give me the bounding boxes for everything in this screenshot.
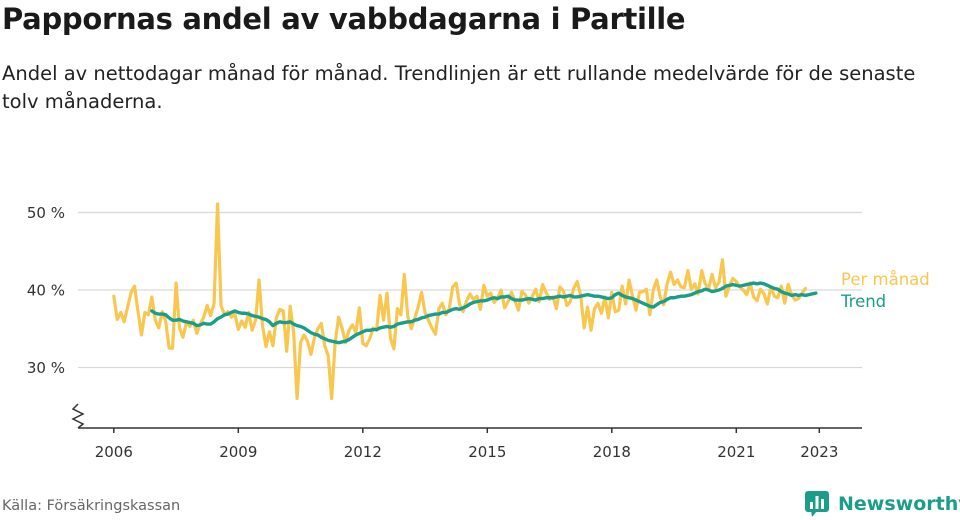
x-tick-label: 2018 bbox=[593, 443, 631, 461]
axis-break-icon bbox=[71, 403, 85, 429]
legend-label: Per månad bbox=[841, 270, 930, 289]
x-axis: 2006 2009 2012 2015 2018 2021 2023 bbox=[95, 428, 838, 461]
source-note: Källa: Försäkringskassan bbox=[2, 498, 181, 514]
x-tick-label: 2012 bbox=[344, 443, 382, 461]
x-tick-label: 2009 bbox=[219, 443, 257, 461]
x-tick-label: 2006 bbox=[95, 443, 133, 461]
axis-break-zigzag bbox=[71, 403, 85, 429]
newsworthy-brand[interactable]: Newsworthy bbox=[804, 490, 960, 518]
series-line-per-manad bbox=[112, 202, 808, 401]
brand-name: Newsworthy bbox=[838, 493, 960, 515]
x-tick-label: 2023 bbox=[800, 443, 838, 461]
x-tick-label: 2015 bbox=[468, 443, 506, 461]
y-axis: 30 % 40 % 50 % bbox=[27, 204, 65, 377]
chart-subtitle: Andel av nettodagar månad för månad. Tre… bbox=[2, 62, 916, 113]
x-tick-label: 2021 bbox=[717, 443, 755, 461]
newsworthy-logo-icon bbox=[805, 491, 829, 517]
y-tick-label: 40 % bbox=[27, 282, 65, 300]
legend-label: Trend bbox=[840, 292, 886, 311]
y-tick-label: 30 % bbox=[27, 359, 65, 377]
y-tick-label: 50 % bbox=[27, 204, 65, 222]
gridlines bbox=[78, 211, 862, 369]
series bbox=[112, 202, 818, 401]
series-line-trend bbox=[150, 281, 818, 345]
chart-title: Pappornas andel av vabbdagarna i Partill… bbox=[2, 2, 686, 36]
legend: Per månad Trend bbox=[840, 270, 930, 311]
